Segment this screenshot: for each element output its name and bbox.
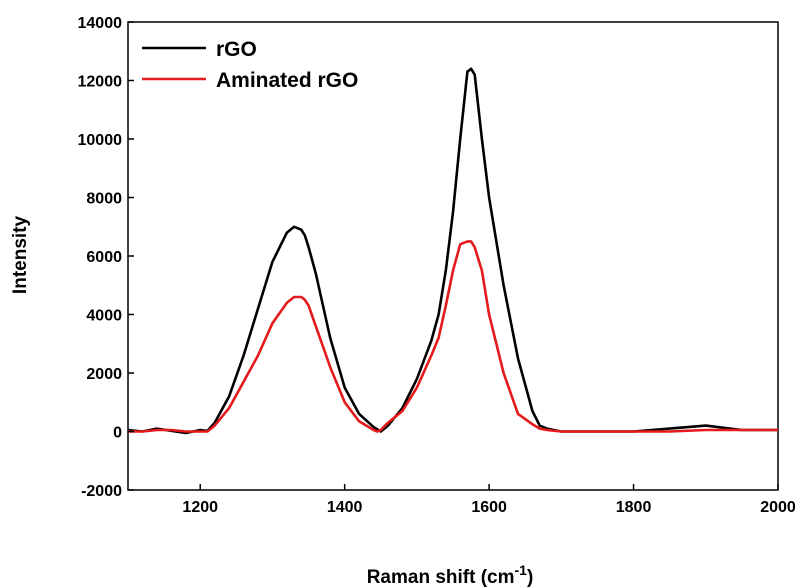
legend-label: rGO [216, 38, 257, 61]
x-tick-label: 1800 [616, 499, 652, 516]
y-tick-label: 0 [113, 425, 122, 442]
series-lines [127, 67, 778, 435]
x-axis-title-main: Raman shift (cm [367, 567, 515, 588]
y-tick-label: 2000 [86, 366, 122, 383]
y-tick-label: 14000 [78, 15, 123, 32]
y-tick-label: 8000 [86, 191, 122, 208]
x-tick-label: 1400 [327, 499, 363, 516]
legend: rGO Aminated rGO [142, 38, 358, 92]
series-line-aminated-rgo [128, 240, 778, 433]
x-tick-label: 2000 [760, 499, 796, 516]
legend-label: Aminated rGO [216, 69, 358, 92]
plot-area [127, 21, 779, 491]
x-axis-title: Raman shift (cm-1) [367, 562, 534, 588]
x-tick-label: 1200 [182, 499, 218, 516]
y-axis-title: Intensity [10, 216, 31, 295]
x-axis-title-superscript: -1 [515, 562, 528, 578]
x-axis-title-close: ) [527, 567, 533, 588]
series-line-rgo [127, 67, 778, 435]
y-tick-label: 12000 [78, 74, 123, 91]
axis-ticks: -2000 0 2000 4000 6000 8000 10000 12000 14000 120… [78, 15, 796, 516]
y-tick-label: 10000 [78, 132, 123, 149]
y-tick-label: 4000 [86, 308, 122, 325]
y-tick-label: 6000 [86, 249, 122, 266]
plot-frame [127, 21, 779, 491]
y-tick-label: -2000 [81, 483, 122, 500]
x-tick-label: 1600 [471, 499, 507, 516]
